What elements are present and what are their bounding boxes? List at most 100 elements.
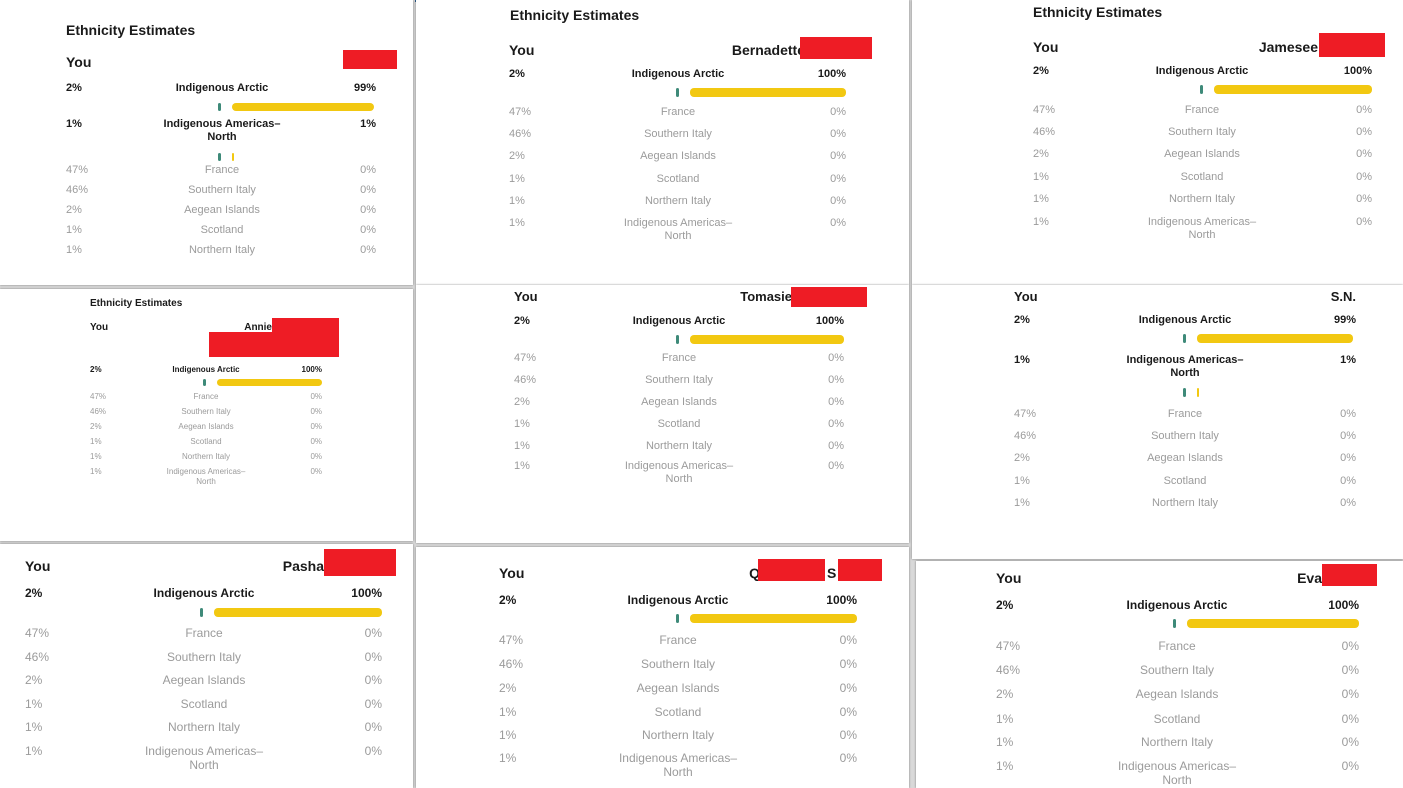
region-row[interactable]: 1% Northern Italy 0% (912, 497, 1403, 509)
region-row[interactable]: 1% Northern Italy 0% (916, 735, 1403, 749)
region-row[interactable]: 2% Indigenous Arctic 100% (916, 598, 1403, 612)
you-share-mark (676, 335, 679, 344)
match-percent: 0% (830, 106, 846, 118)
region-row[interactable]: 2% Aegean Islands 0% (912, 148, 1403, 160)
match-name[interactable]: Bernadette (731, 42, 805, 58)
region-row[interactable]: 47% France 0% (0, 626, 413, 640)
region-row[interactable]: 2% Aegean Islands 0% (0, 204, 413, 216)
region-row[interactable]: 47% France 0% (416, 106, 909, 118)
region-row[interactable]: 47% France 0% (0, 392, 413, 401)
match-share-mark (1187, 619, 1359, 628)
comparison-bar (218, 153, 375, 161)
region-row[interactable]: 46% Southern Italy 0% (0, 184, 413, 196)
region-row[interactable]: 46% Southern Italy 0% (912, 430, 1403, 442)
region-row[interactable]: 1% Scotland 0% (0, 224, 413, 236)
region-row[interactable]: 1% Scotland 0% (0, 697, 413, 711)
region-row[interactable]: 1% Northern Italy 0% (912, 193, 1403, 205)
region-label: Aegean Islands (641, 396, 717, 408)
you-percent: 46% (996, 663, 1021, 677)
region-row[interactable]: 1% Indigenous Americas– North 0% (416, 751, 909, 779)
region-row[interactable]: 1% Indigenous Americas– North 0% (916, 759, 1403, 787)
region-row[interactable]: 2% Indigenous Arctic 100% (416, 593, 909, 607)
region-row[interactable]: 47% France 0% (0, 164, 413, 176)
region-row[interactable]: 1% Northern Italy 0% (0, 244, 413, 256)
region-row[interactable]: 2% Indigenous Arctic 100% (0, 365, 413, 374)
region-row[interactable]: 1% Indigenous Americas– North 0% (912, 216, 1403, 241)
region-row[interactable]: 1% Northern Italy 0% (416, 195, 909, 207)
you-percent: 46% (25, 650, 50, 664)
match-percent: 100% (1343, 65, 1372, 77)
you-percent: 1% (509, 217, 525, 229)
region-row[interactable]: 1% Scotland 0% (912, 171, 1403, 183)
region-row[interactable]: 2% Indigenous Arctic 100% (912, 65, 1403, 77)
region-row[interactable]: 47% France 0% (916, 639, 1403, 653)
region-row[interactable]: 47% France 0% (416, 352, 909, 364)
region-label: France (193, 392, 219, 401)
region-row[interactable]: 1% Northern Italy 0% (416, 440, 909, 452)
region-row[interactable]: 2% Aegean Islands 0% (0, 422, 413, 431)
region-row[interactable]: 1% Scotland 0% (416, 705, 909, 719)
region-row[interactable]: 2% Indigenous Arctic 100% (416, 68, 909, 80)
region-row[interactable]: 1% Scotland 0% (912, 475, 1403, 487)
region-row[interactable]: 2% Indigenous Arctic 100% (0, 586, 413, 600)
match-percent: 100% (815, 315, 844, 327)
match-share-mark (1197, 334, 1353, 343)
region-row[interactable]: 47% France 0% (416, 633, 909, 647)
region-row[interactable]: 2% Indigenous Arctic 99% (0, 82, 413, 94)
region-row[interactable]: 1% Northern Italy 0% (416, 728, 909, 742)
region-row[interactable]: 1% Scotland 0% (416, 173, 909, 185)
region-row[interactable]: 1% Indigenous Americas– North 0% (416, 460, 909, 485)
region-row[interactable]: 2% Aegean Islands 0% (916, 687, 1403, 701)
you-share-mark (676, 614, 679, 623)
region-row[interactable]: 46% Southern Italy 0% (916, 663, 1403, 677)
region-row[interactable]: 46% Southern Italy 0% (416, 128, 909, 140)
region-row[interactable]: 2% Indigenous Arctic 99% (912, 314, 1403, 326)
region-row[interactable]: 46% Southern Italy 0% (0, 407, 413, 416)
you-percent: 1% (514, 418, 530, 430)
region-row[interactable]: 46% Southern Italy 0% (416, 657, 909, 671)
redaction-box (324, 549, 396, 576)
region-row[interactable]: 1% Indigenous Americas– North 1% (0, 118, 413, 143)
match-name[interactable]: Eva (1297, 570, 1322, 586)
region-row[interactable]: 1% Indigenous Americas– North 0% (0, 467, 413, 486)
region-row[interactable]: 46% Southern Italy 0% (912, 126, 1403, 138)
region-row[interactable]: 47% France 0% (912, 408, 1403, 420)
region-row[interactable]: 1% Scotland 0% (916, 712, 1403, 726)
region-row[interactable]: 47% France 0% (912, 104, 1403, 116)
region-row[interactable]: 1% Northern Italy 0% (0, 720, 413, 734)
ethnicity-panel-9: You Eva 2% Indigenous Arctic 100% 47% France 0%… (916, 561, 1403, 788)
match-percent: 0% (310, 467, 322, 476)
you-percent: 46% (1033, 126, 1056, 138)
region-row[interactable]: 1% Indigenous Americas– North 0% (0, 744, 413, 772)
region-row[interactable]: 2% Aegean Islands 0% (912, 452, 1403, 464)
match-name[interactable]: Pasha (282, 558, 324, 574)
region-row[interactable]: 1% Scotland 0% (416, 418, 909, 430)
region-label: Southern Italy (181, 407, 231, 416)
region-label: France (1167, 408, 1203, 420)
match-name[interactable]: Jamesee (1258, 39, 1318, 55)
region-row[interactable]: 46% Southern Italy 0% (416, 374, 909, 386)
region-row[interactable]: 1% Northern Italy 0% (0, 452, 413, 461)
you-percent: 46% (509, 128, 532, 140)
region-row[interactable]: 2% Indigenous Arctic 100% (416, 315, 909, 327)
you-percent: 1% (499, 705, 517, 719)
you-percent: 1% (514, 460, 530, 472)
region-row[interactable]: 46% Southern Italy 0% (0, 650, 413, 664)
region-row[interactable]: 1% Indigenous Americas– North 1% (912, 354, 1403, 379)
match-percent: 0% (1340, 452, 1356, 464)
you-percent: 2% (509, 150, 525, 162)
match-percent: 0% (839, 751, 857, 765)
region-row[interactable]: 2% Aegean Islands 0% (416, 396, 909, 408)
match-name[interactable]: Q (749, 565, 760, 581)
match-name[interactable]: Annie (244, 322, 272, 333)
match-name[interactable]: Tomasie (740, 289, 792, 304)
region-label: Indigenous Americas– North (618, 751, 738, 779)
ethnicity-panel-2: Ethnicity Estimates You Bernadette 2% Indige… (416, 0, 909, 285)
region-label: Indigenous Arctic (1138, 314, 1232, 326)
region-row[interactable]: 2% Aegean Islands 0% (0, 673, 413, 687)
match-name[interactable]: S.N. (1330, 289, 1356, 304)
region-row[interactable]: 2% Aegean Islands 0% (416, 150, 909, 162)
region-row[interactable]: 1% Scotland 0% (0, 437, 413, 446)
region-row[interactable]: 1% Indigenous Americas– North 0% (416, 217, 909, 242)
region-row[interactable]: 2% Aegean Islands 0% (416, 681, 909, 695)
